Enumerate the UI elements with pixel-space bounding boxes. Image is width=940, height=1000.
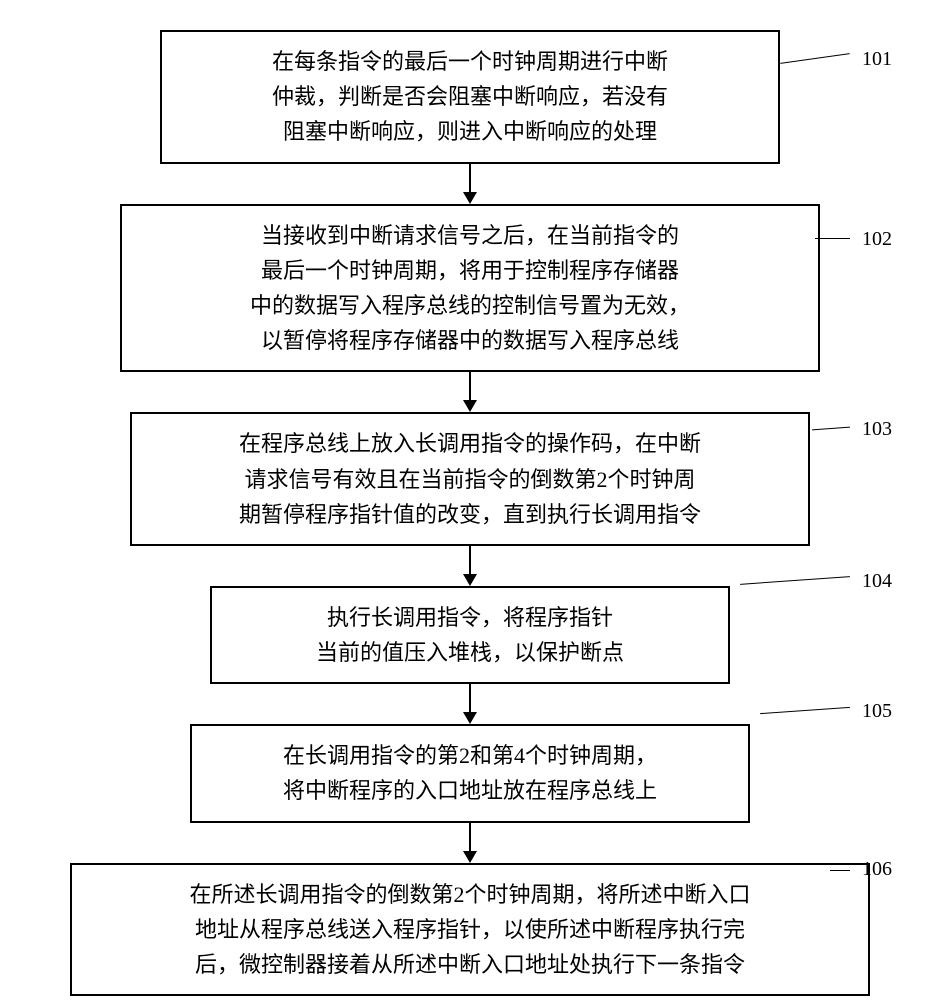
node-text: 在长调用指令的第2和第4个时钟周期，将中断程序的入口地址放在程序总线上 — [222, 738, 718, 808]
flow-node-102: 当接收到中断请求信号之后，在当前指令的最后一个时钟周期，将用于控制程序存储器中的… — [120, 204, 820, 373]
arrow-2 — [463, 372, 477, 412]
arrow-head-icon — [463, 851, 477, 863]
node-text: 在每条指令的最后一个时钟周期进行中断仲裁，判断是否会阻塞中断响应，若没有阻塞中断… — [192, 44, 748, 150]
arrow-line — [469, 372, 471, 400]
label-101: 101 — [862, 48, 892, 71]
node-text: 在所述长调用指令的倒数第2个时钟周期，将所述中断入口地址从程序总线送入程序指针，… — [102, 877, 838, 983]
connector-line — [815, 238, 850, 239]
label-102: 102 — [862, 228, 892, 251]
flow-node-103: 在程序总线上放入长调用指令的操作码，在中断请求信号有效且在当前指令的倒数第2个时… — [130, 412, 810, 546]
connector-line — [830, 870, 850, 871]
arrow-line — [469, 546, 471, 574]
arrow-line — [469, 164, 471, 192]
arrow-5 — [463, 823, 477, 863]
arrow-head-icon — [463, 192, 477, 204]
arrow-3 — [463, 546, 477, 586]
arrow-line — [469, 684, 471, 712]
node-text: 当接收到中断请求信号之后，在当前指令的最后一个时钟周期，将用于控制程序存储器中的… — [152, 218, 788, 359]
arrow-head-icon — [463, 400, 477, 412]
flow-node-105: 在长调用指令的第2和第4个时钟周期，将中断程序的入口地址放在程序总线上 — [190, 724, 750, 822]
flow-node-101: 在每条指令的最后一个时钟周期进行中断仲裁，判断是否会阻塞中断响应，若没有阻塞中断… — [160, 30, 780, 164]
label-105: 105 — [862, 700, 892, 723]
arrow-head-icon — [463, 574, 477, 586]
flowchart-container: 在每条指令的最后一个时钟周期进行中断仲裁，判断是否会阻塞中断响应，若没有阻塞中断… — [40, 20, 900, 996]
arrow-4 — [463, 684, 477, 724]
label-104: 104 — [862, 570, 892, 593]
arrow-1 — [463, 164, 477, 204]
label-106: 106 — [862, 858, 892, 881]
label-103: 103 — [862, 418, 892, 441]
arrow-head-icon — [463, 712, 477, 724]
flow-node-106: 在所述长调用指令的倒数第2个时钟周期，将所述中断入口地址从程序总线送入程序指针，… — [70, 863, 870, 997]
arrow-line — [469, 823, 471, 851]
node-text: 执行长调用指令，将程序指针当前的值压入堆栈，以保护断点 — [242, 600, 698, 670]
flow-node-104: 执行长调用指令，将程序指针当前的值压入堆栈，以保护断点 — [210, 586, 730, 684]
node-text: 在程序总线上放入长调用指令的操作码，在中断请求信号有效且在当前指令的倒数第2个时… — [162, 426, 778, 532]
